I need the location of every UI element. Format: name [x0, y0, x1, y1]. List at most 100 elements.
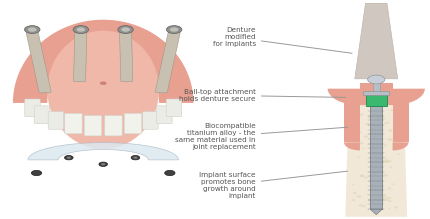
Circle shape — [393, 110, 397, 111]
Circle shape — [385, 159, 388, 161]
Circle shape — [31, 170, 42, 176]
Circle shape — [133, 157, 138, 159]
Circle shape — [101, 163, 105, 165]
Circle shape — [357, 117, 360, 118]
Circle shape — [387, 160, 392, 162]
Circle shape — [388, 129, 393, 131]
FancyBboxPatch shape — [366, 95, 387, 106]
Circle shape — [368, 199, 372, 201]
Circle shape — [369, 176, 373, 178]
FancyBboxPatch shape — [48, 111, 64, 129]
Circle shape — [373, 180, 377, 181]
Circle shape — [353, 192, 357, 194]
FancyBboxPatch shape — [64, 113, 82, 134]
Circle shape — [170, 27, 178, 32]
Circle shape — [378, 170, 382, 173]
Circle shape — [384, 174, 388, 177]
Circle shape — [395, 119, 399, 121]
Polygon shape — [13, 20, 194, 103]
Circle shape — [360, 175, 364, 177]
Circle shape — [390, 110, 393, 111]
FancyBboxPatch shape — [26, 32, 51, 93]
Circle shape — [392, 184, 394, 185]
Circle shape — [384, 161, 389, 163]
Circle shape — [359, 142, 363, 145]
FancyBboxPatch shape — [143, 111, 158, 129]
Bar — [373, 82, 380, 91]
Wedge shape — [328, 89, 392, 105]
FancyBboxPatch shape — [166, 99, 181, 117]
Circle shape — [370, 101, 375, 103]
Circle shape — [364, 136, 368, 138]
Polygon shape — [370, 209, 382, 215]
FancyBboxPatch shape — [157, 106, 172, 124]
Circle shape — [368, 75, 385, 84]
Circle shape — [131, 155, 140, 160]
Circle shape — [384, 122, 388, 124]
Circle shape — [363, 101, 368, 103]
Circle shape — [386, 101, 390, 103]
Circle shape — [372, 191, 376, 193]
Circle shape — [359, 204, 362, 206]
Polygon shape — [345, 92, 407, 217]
FancyBboxPatch shape — [124, 113, 142, 134]
Text: Denture
modified
for implants: Denture modified for implants — [212, 27, 352, 53]
Circle shape — [383, 194, 387, 195]
Circle shape — [383, 198, 388, 201]
Circle shape — [396, 108, 400, 110]
Wedge shape — [360, 89, 425, 105]
Circle shape — [67, 157, 71, 159]
Circle shape — [166, 26, 182, 34]
FancyBboxPatch shape — [25, 99, 40, 117]
Circle shape — [369, 175, 373, 178]
Circle shape — [356, 195, 361, 198]
Wedge shape — [344, 142, 360, 150]
Text: Implant surface
promotes bone
growth around
implant: Implant surface promotes bone growth aro… — [200, 171, 348, 199]
Circle shape — [367, 193, 370, 195]
Circle shape — [397, 110, 402, 112]
Ellipse shape — [47, 31, 159, 149]
Circle shape — [381, 198, 384, 199]
Text: Biocompatible
titanium alloy - the
same material used in
joint replacement: Biocompatible titanium alloy - the same … — [175, 123, 348, 150]
Circle shape — [77, 27, 85, 32]
Circle shape — [382, 160, 387, 163]
Circle shape — [363, 105, 367, 106]
FancyBboxPatch shape — [120, 32, 133, 82]
Bar — [360, 83, 393, 97]
Circle shape — [369, 157, 372, 159]
Circle shape — [28, 27, 37, 32]
Circle shape — [64, 155, 73, 160]
Circle shape — [358, 132, 362, 133]
Circle shape — [359, 113, 363, 116]
Circle shape — [383, 196, 387, 198]
Circle shape — [382, 157, 386, 159]
Circle shape — [382, 103, 386, 104]
Circle shape — [387, 122, 390, 123]
Circle shape — [99, 162, 108, 166]
FancyBboxPatch shape — [155, 32, 180, 93]
Circle shape — [362, 205, 366, 207]
Circle shape — [397, 154, 400, 155]
Circle shape — [368, 116, 372, 119]
Circle shape — [372, 168, 376, 170]
Circle shape — [374, 104, 378, 106]
Circle shape — [388, 208, 391, 209]
Circle shape — [375, 180, 379, 183]
Circle shape — [378, 194, 381, 195]
Circle shape — [394, 207, 398, 208]
Circle shape — [366, 103, 369, 105]
FancyBboxPatch shape — [104, 115, 122, 136]
Bar — [344, 89, 360, 142]
Bar — [393, 89, 408, 142]
Circle shape — [387, 187, 391, 189]
Circle shape — [372, 185, 375, 187]
Circle shape — [357, 156, 360, 158]
Circle shape — [370, 205, 374, 207]
FancyBboxPatch shape — [363, 91, 389, 95]
Circle shape — [352, 102, 356, 104]
Circle shape — [364, 176, 368, 178]
Circle shape — [378, 190, 383, 193]
Circle shape — [376, 161, 378, 162]
Circle shape — [121, 27, 130, 32]
Circle shape — [367, 101, 372, 103]
